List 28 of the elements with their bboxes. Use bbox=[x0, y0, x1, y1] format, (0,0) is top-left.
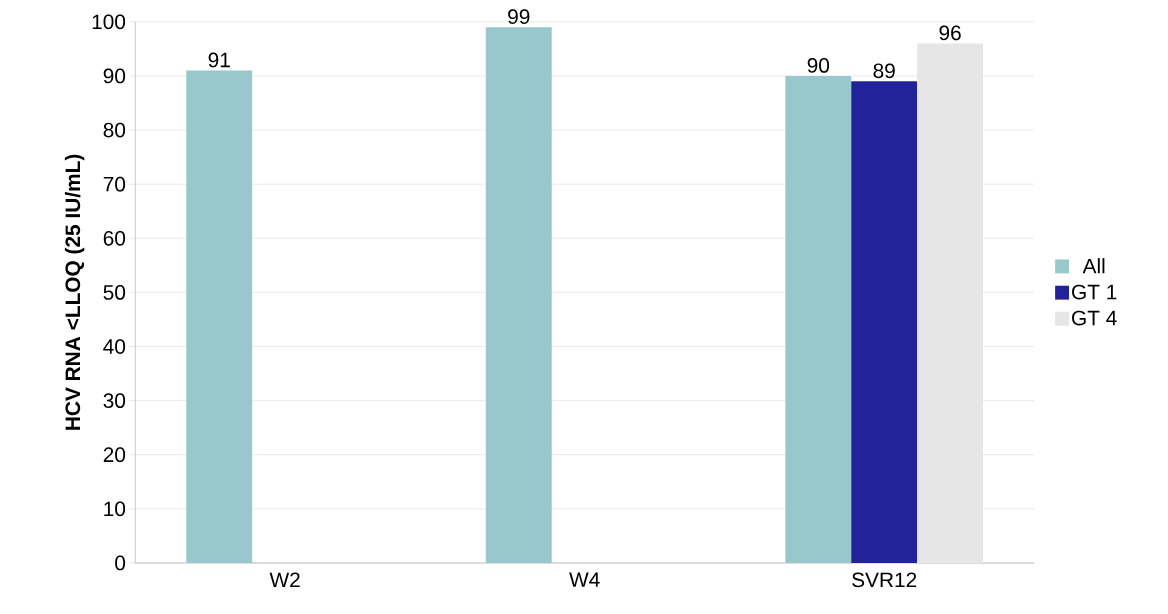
x-tick-label: SVR12 bbox=[852, 572, 917, 588]
y-tick-label: 0 bbox=[115, 555, 126, 571]
legend-label: GT 1 bbox=[1072, 284, 1117, 300]
y-tick-label: 100 bbox=[92, 14, 126, 30]
bar bbox=[186, 70, 253, 564]
y-tick-label: 70 bbox=[103, 176, 126, 192]
x-tick-label: W2 bbox=[269, 572, 300, 588]
data-label: 91 bbox=[208, 52, 230, 68]
data-label: 96 bbox=[939, 25, 961, 41]
data-label: 89 bbox=[873, 63, 895, 79]
bar bbox=[485, 27, 552, 564]
y-tick-label: 60 bbox=[103, 231, 126, 246]
data-label: 99 bbox=[508, 9, 530, 25]
y-tick-label: 90 bbox=[103, 68, 126, 84]
y-tick-label: 50 bbox=[103, 285, 126, 300]
legend-label: GT 4 bbox=[1072, 310, 1117, 326]
y-tick-label: 80 bbox=[103, 122, 126, 138]
x-tick-label: W4 bbox=[569, 572, 600, 587]
data-label: 90 bbox=[807, 58, 830, 73]
y-tick-label: 20 bbox=[103, 447, 126, 463]
y-tick-label: 40 bbox=[103, 339, 126, 355]
bar bbox=[851, 81, 918, 564]
bar bbox=[917, 43, 984, 564]
y-tick-label: 30 bbox=[103, 393, 126, 409]
y-axis-title: HCV RNA <LLOQ (25 IU/mL) bbox=[64, 154, 85, 430]
y-tick-label: 10 bbox=[104, 501, 126, 517]
legend-label: All bbox=[1082, 258, 1105, 274]
bar bbox=[785, 76, 852, 564]
